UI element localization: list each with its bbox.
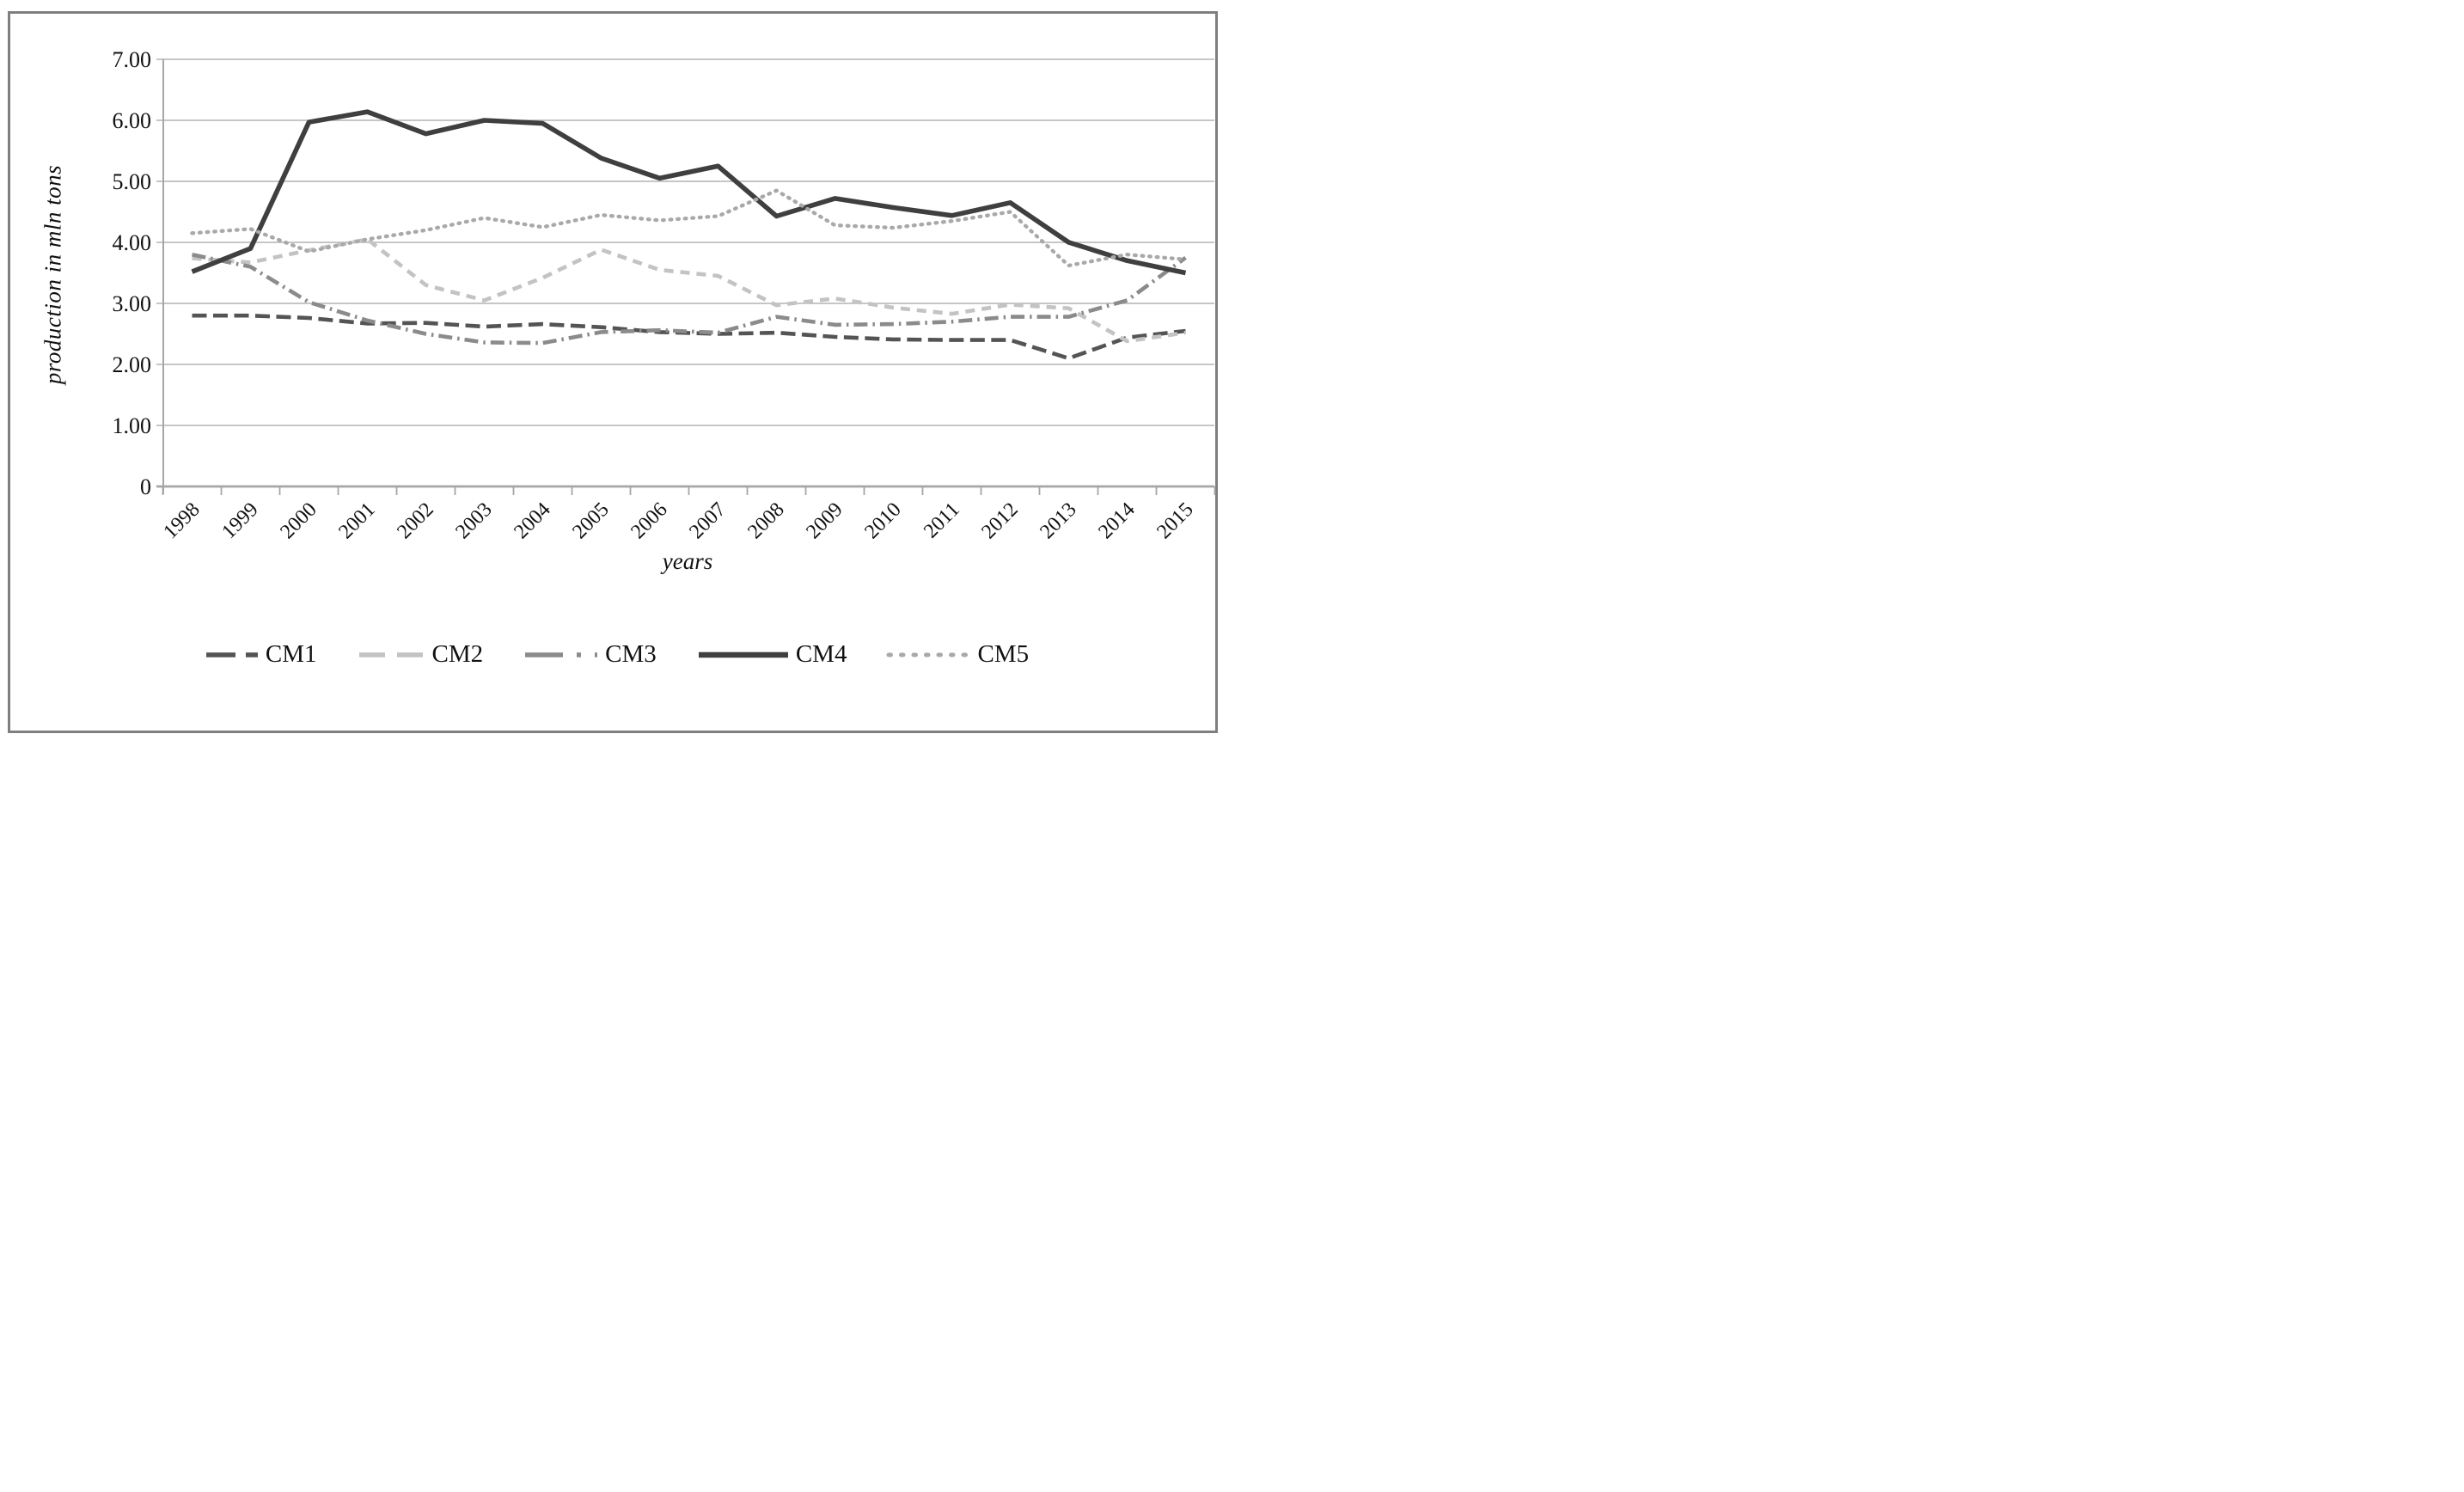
legend-swatch-dash-icon <box>358 651 425 657</box>
x-tick-label-2012: 2012 <box>977 498 1022 543</box>
x-tick-label-2009: 2009 <box>802 498 847 543</box>
legend-item-cm3: CM3 <box>523 640 657 669</box>
x-tick-label-2015: 2015 <box>1153 498 1197 543</box>
x-tick-label-1998: 1998 <box>159 498 204 543</box>
y-tick-label: 7.00 <box>113 47 152 72</box>
legend-item-cm1: CM1 <box>204 640 317 669</box>
series-line-cm1 <box>192 313 1186 361</box>
x-tick-label-2008: 2008 <box>743 498 788 543</box>
y-tick-label: 3.00 <box>113 291 152 316</box>
legend-item-cm2: CM2 <box>357 640 484 669</box>
x-tick-label-2003: 2003 <box>451 498 496 543</box>
series-line-cm5 <box>190 188 1188 268</box>
legend-label-cm2: CM2 <box>431 640 484 668</box>
y-tick-label: 1.00 <box>113 413 152 438</box>
legend-swatch-dot-icon <box>886 652 972 657</box>
series-line-cm4 <box>191 109 1187 276</box>
legend-label-cm4: CM4 <box>795 640 847 668</box>
y-tick-label: 0 <box>140 474 151 499</box>
legend-item-cm4: CM4 <box>696 640 847 669</box>
legend-label-cm5: CM5 <box>977 640 1030 668</box>
x-tick-label-2007: 2007 <box>685 498 730 543</box>
x-tick-label-2011: 2011 <box>920 498 964 543</box>
chart-canvas: 0 1.00 2.00 3.00 4.00 5.00 6.00 7.00 1998 1999 200… <box>113 47 1216 543</box>
x-tick-label-2000: 2000 <box>276 498 321 543</box>
y-axis-title: production in mln tons <box>40 164 66 385</box>
legend-label-cm3: CM3 <box>605 640 657 668</box>
legend-label-cm1: CM1 <box>265 640 317 668</box>
y-tick-label: 5.00 <box>113 169 152 194</box>
x-tick-label-2014: 2014 <box>1094 498 1139 543</box>
y-tick-label: 2.00 <box>113 352 152 377</box>
x-tick-label-2013: 2013 <box>1036 498 1080 543</box>
x-tick-label-2005: 2005 <box>568 498 613 543</box>
x-tick-label-2006: 2006 <box>627 498 671 543</box>
x-tick-label-2002: 2002 <box>393 498 437 543</box>
legend-swatch-long-dash-icon <box>205 651 258 657</box>
y-tick-label: 6.00 <box>113 108 152 133</box>
legend-swatch-solid-icon <box>698 651 788 657</box>
legend-swatch-dash-dot-icon <box>525 651 598 657</box>
series-line-cm3 <box>192 252 1187 345</box>
y-tick-label: 4.00 <box>113 230 152 255</box>
x-axis-title: years <box>662 548 713 574</box>
x-tick-label-2010: 2010 <box>860 498 905 543</box>
x-tick-label-2001: 2001 <box>334 498 379 543</box>
chart-legend: CM1 CM2 CM3 CM4 CM5 <box>52 640 1181 669</box>
x-tick-label-2004: 2004 <box>510 498 554 543</box>
series-line-cm2 <box>192 237 1186 344</box>
chart-figure-border <box>8 11 1218 733</box>
legend-item-cm5: CM5 <box>886 640 1029 669</box>
x-tick-label-1999: 1999 <box>217 498 262 543</box>
